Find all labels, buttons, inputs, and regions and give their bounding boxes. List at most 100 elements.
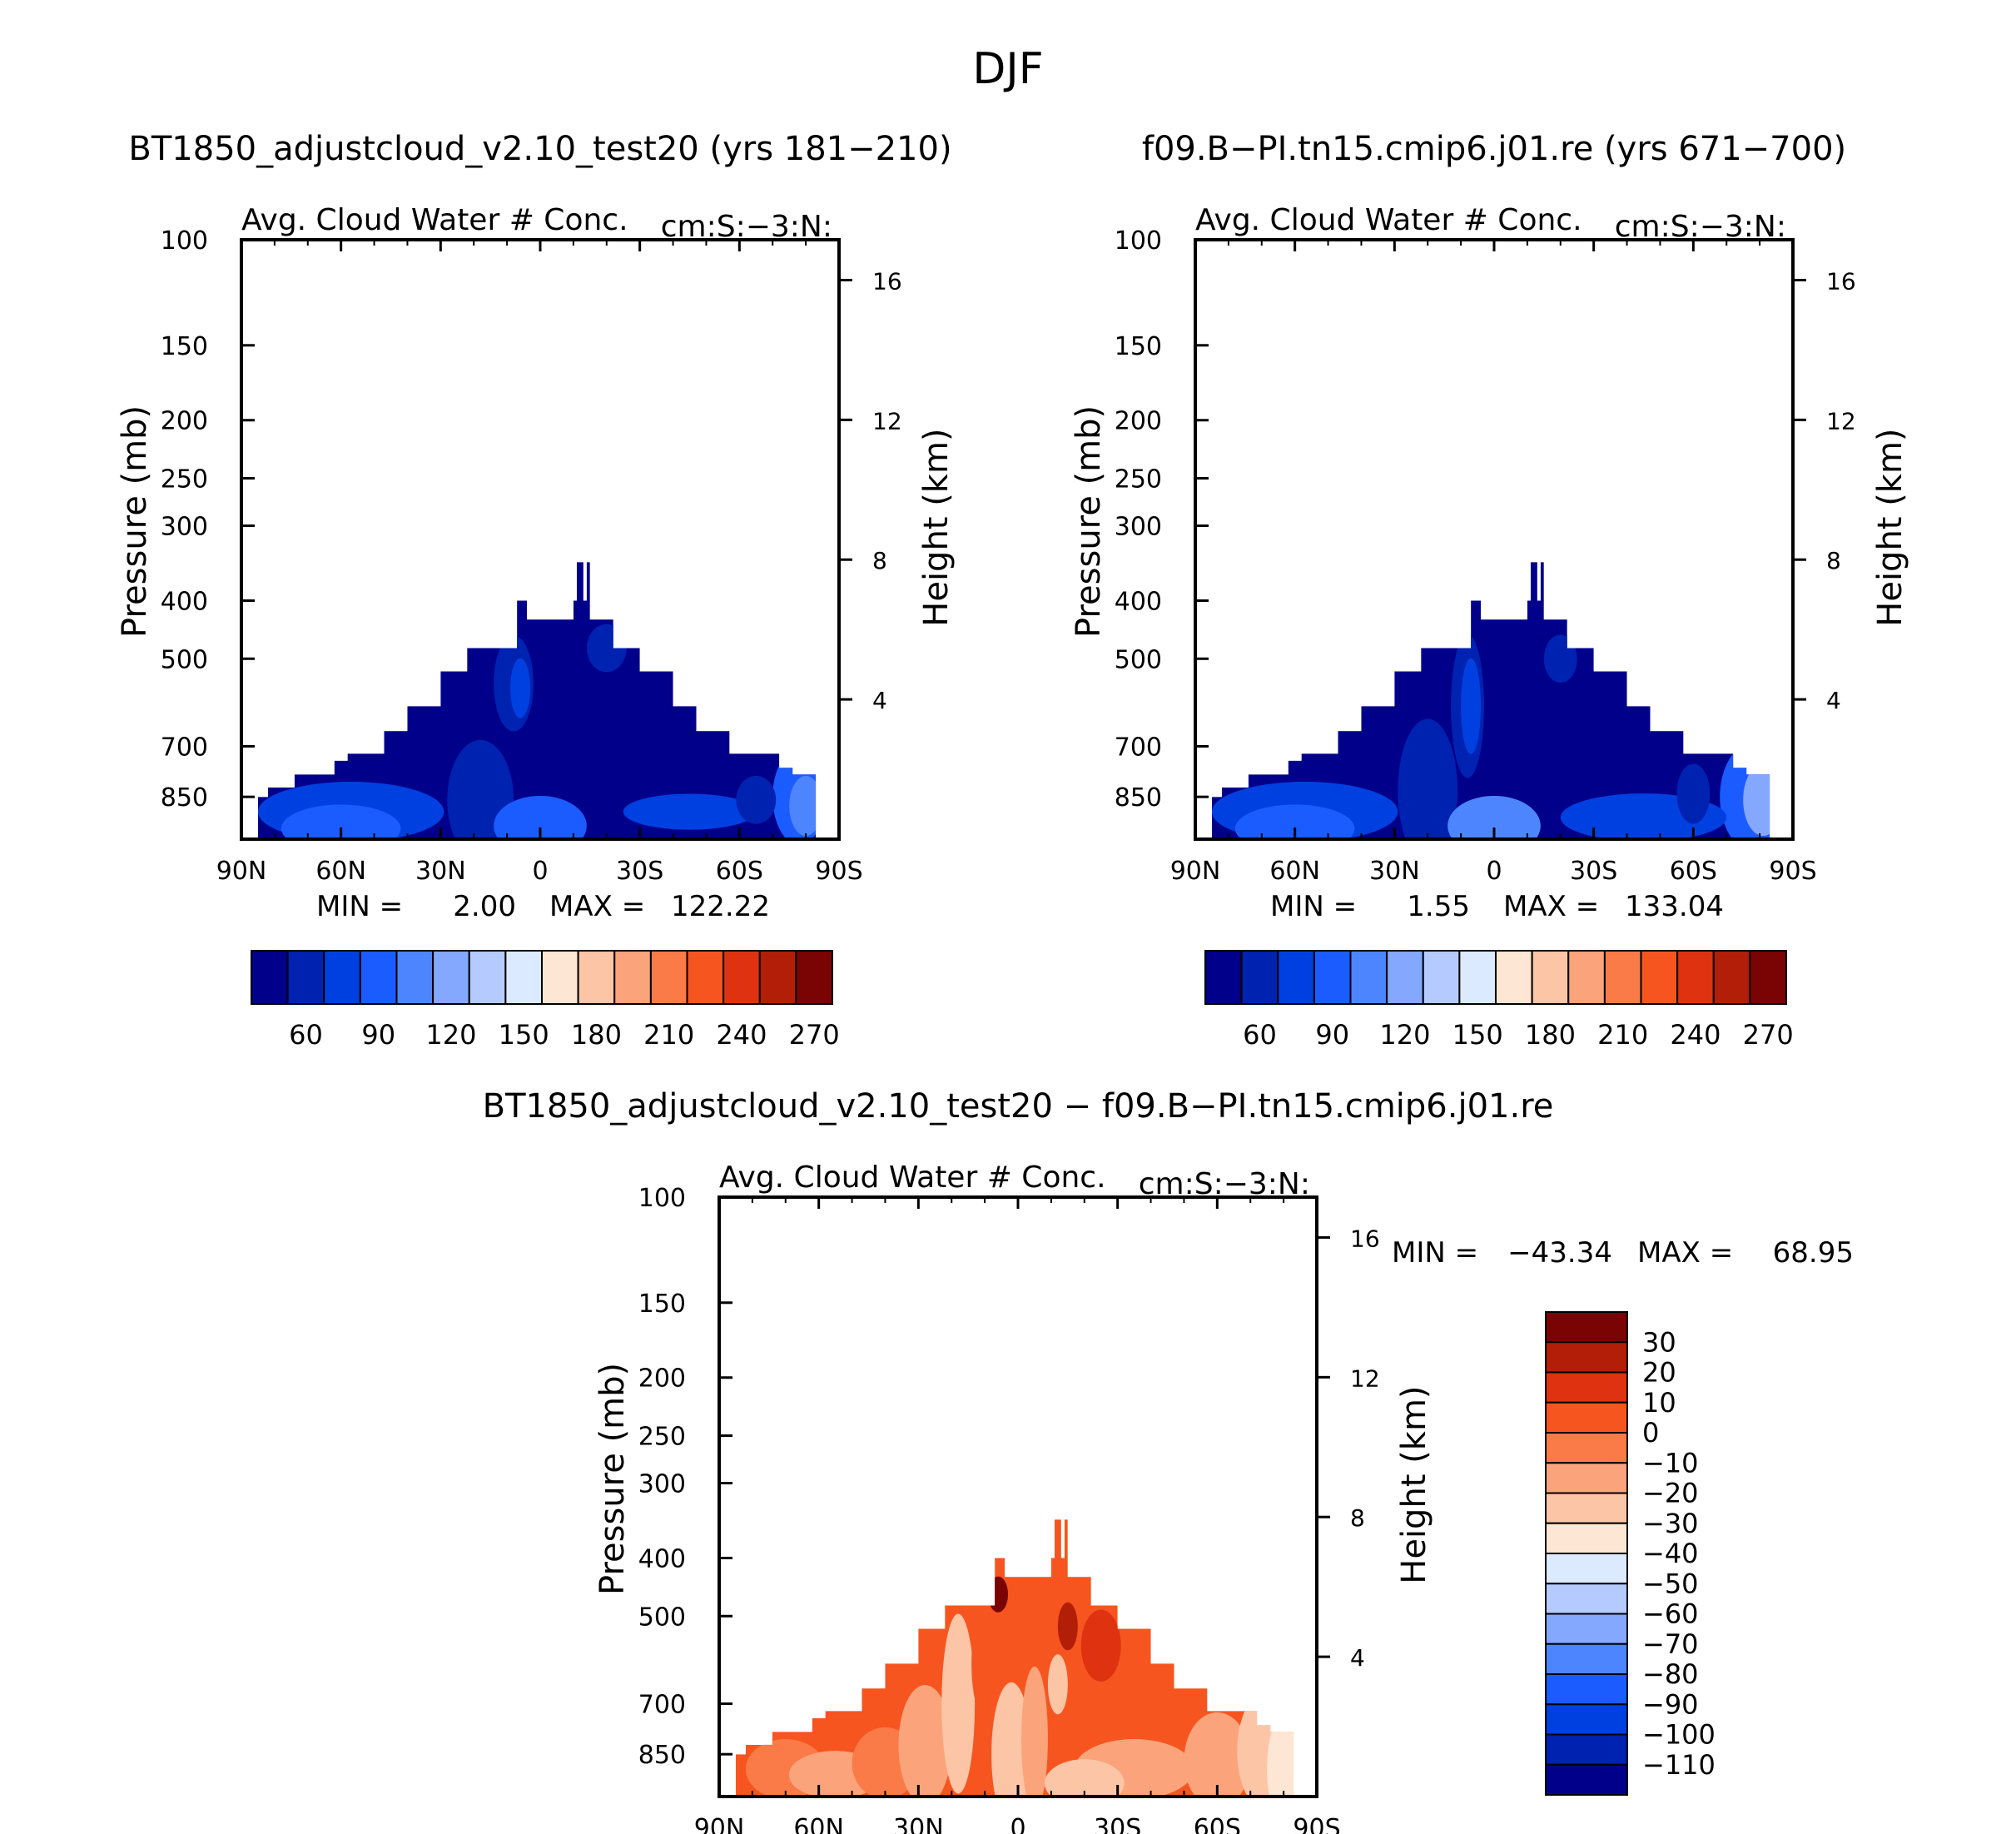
colorbar-label: 240 (1670, 1019, 1721, 1051)
contour-region (1047, 1654, 1068, 1715)
colorbar-label: 90 (1315, 1019, 1349, 1051)
colorbar-label: 270 (789, 1019, 840, 1051)
colorbar-box (1567, 950, 1606, 1005)
colorbar-box (649, 950, 688, 1005)
data-field (257, 562, 817, 839)
y-right-tick-label: 12 (1826, 407, 1856, 435)
contour-region (1267, 1715, 1294, 1797)
y-tick-label: 500 (1115, 645, 1162, 674)
x-tick-label: 30S (1570, 857, 1617, 886)
contour-base-fill (257, 562, 817, 839)
contour-region (623, 793, 757, 830)
contour-region (898, 1684, 952, 1797)
y-right-tick-label: 16 (872, 267, 902, 295)
max-label: MAX = (1637, 1236, 1733, 1270)
contour-region (971, 1609, 999, 1718)
x-tick-label: 90S (1769, 857, 1816, 886)
contour-region (1447, 795, 1541, 839)
contour-region (1543, 634, 1577, 683)
min-label: MIN = (316, 890, 403, 923)
colorbar-label: −10 (1642, 1447, 1699, 1479)
colorbar-label: −20 (1642, 1478, 1699, 1509)
colorbar-box (395, 950, 434, 1005)
x-tick-label: 30N (415, 857, 466, 886)
colorbar-box (577, 950, 616, 1005)
colorbar-box (1545, 1371, 1628, 1404)
min-value: 1.55 (1407, 890, 1470, 923)
left-string: Avg. Cloud Water # Conc. (1195, 203, 1582, 237)
x-tick-label: 0 (1486, 857, 1502, 886)
colorbar-box (1545, 1583, 1628, 1615)
y-tick-label: 200 (1115, 407, 1162, 436)
y-right-tick-label: 8 (1826, 547, 1841, 574)
contour-region (991, 1682, 1031, 1797)
min-label: MIN = (1270, 890, 1357, 923)
colorbar-box (722, 950, 761, 1005)
y-right-tick-label: 8 (872, 547, 887, 574)
x-tick-label: 60S (1194, 1814, 1241, 1834)
colorbar-label: 150 (499, 1019, 549, 1051)
colorbar-box (1603, 950, 1642, 1005)
contour-region (941, 1613, 976, 1794)
x-tick-label: 60N (1269, 857, 1320, 886)
colorbar-label: −90 (1642, 1688, 1699, 1720)
colorbar-box (1204, 950, 1243, 1005)
y-right-tick-label: 4 (872, 687, 887, 714)
y-right-tick-label: 16 (1826, 267, 1856, 295)
y-tick-label: 250 (161, 465, 208, 495)
colorbar-box (1277, 950, 1315, 1005)
x-tick-label: 0 (532, 857, 548, 886)
y-tick-label: 100 (638, 1184, 686, 1213)
colorbar-box (1640, 950, 1679, 1005)
colorbar-box (1545, 1703, 1628, 1736)
contour-base-fill (735, 1519, 1294, 1797)
y-tick-label: 250 (638, 1423, 686, 1452)
x-tick-label: 60S (716, 857, 763, 886)
colorbar-label: 240 (716, 1019, 767, 1051)
colorbar-label: 210 (1597, 1019, 1648, 1051)
y-tick-label: 150 (638, 1290, 686, 1319)
max-label: MAX = (549, 890, 645, 923)
contour-region (1676, 763, 1711, 824)
panels: BT1850_adjustcloud_v2.10_test20 (yrs 181… (116, 130, 1909, 1834)
y-right-tick-label: 12 (872, 407, 902, 435)
colorbar-label: 210 (643, 1019, 694, 1051)
colorbar-box (286, 950, 325, 1005)
colorbar-box (1712, 950, 1751, 1005)
x-tick-label: 30S (616, 857, 663, 886)
colorbar-box (323, 950, 361, 1005)
colorbar-label: 30 (1642, 1326, 1676, 1358)
colorbar-box (1545, 1462, 1628, 1494)
x-tick-label: 30S (1094, 1814, 1141, 1834)
contour-region (736, 776, 777, 824)
y-right-tick-label: 4 (1350, 1644, 1365, 1672)
y-axis-label: Pressure (mb) (116, 405, 154, 638)
y-right-tick-label: 16 (1350, 1225, 1380, 1252)
contour-region (494, 795, 587, 839)
colorbar-box (1495, 950, 1533, 1005)
colorbar-label: −40 (1642, 1538, 1699, 1569)
colorbar-box (1531, 950, 1570, 1005)
panel-title: BT1850_adjustcloud_v2.10_test20 − f09.B−… (483, 1087, 1554, 1126)
colorbar-box (1545, 1492, 1628, 1524)
contour-region (510, 658, 531, 718)
colorbar-box (251, 950, 289, 1005)
x-tick-label: 90N (694, 1814, 745, 1834)
y-tick-label: 850 (638, 1741, 686, 1770)
colorbar-label: 180 (1525, 1019, 1576, 1051)
colorbar-label: −30 (1642, 1508, 1699, 1539)
y-tick-label: 200 (638, 1364, 686, 1394)
contour-region (789, 776, 817, 837)
colorbar-label: 120 (425, 1019, 476, 1051)
colorbar-box (1458, 950, 1497, 1005)
contour-region (1398, 718, 1458, 839)
colorbar-label: 10 (1642, 1387, 1676, 1419)
colorbar-box (1676, 950, 1715, 1005)
y-tick-label: 100 (1115, 226, 1162, 256)
left-string: Avg. Cloud Water # Conc. (241, 203, 628, 237)
min-value: 2.00 (453, 890, 516, 923)
x-tick-label: 30N (893, 1814, 944, 1834)
y-tick-label: 150 (161, 332, 208, 361)
y-tick-label: 300 (638, 1470, 686, 1499)
colorbar-box (1545, 1763, 1628, 1796)
